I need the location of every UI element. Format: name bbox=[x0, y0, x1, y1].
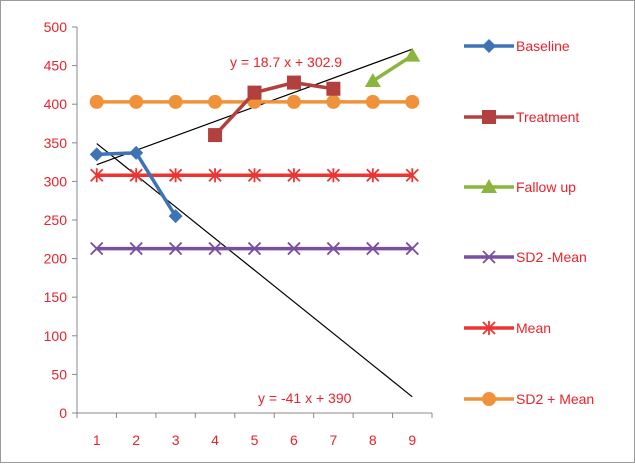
x-tick-label: 7 bbox=[329, 432, 337, 448]
trendline-label: y = 18.7 x + 302.9 bbox=[230, 54, 342, 70]
axes: 0 50 100 150 200 250 300 350 400 450 500 1 2 3 4 5 6 7 8 9 bbox=[44, 19, 433, 448]
series-line bbox=[213, 80, 334, 137]
x-tick-label: 6 bbox=[290, 432, 298, 448]
y-tick-label: 200 bbox=[44, 251, 68, 267]
y-tick-label: 500 bbox=[44, 19, 68, 35]
y-tick-label: 100 bbox=[44, 328, 68, 344]
legend-item: Fallow up bbox=[464, 179, 576, 195]
marker-circle bbox=[208, 94, 223, 109]
marker-star bbox=[287, 168, 301, 183]
series-fallow-up bbox=[364, 47, 421, 88]
marker-star bbox=[90, 168, 104, 183]
marker-circle bbox=[286, 94, 301, 109]
series-layer bbox=[89, 47, 421, 256]
marker-star bbox=[326, 168, 341, 183]
marker-star bbox=[482, 321, 496, 335]
legend-label: SD2 + Mean bbox=[516, 391, 594, 407]
series-mean bbox=[90, 168, 419, 183]
series-sd2-mean bbox=[90, 241, 419, 256]
marker-diamond bbox=[482, 39, 496, 53]
marker-star bbox=[405, 168, 419, 183]
legend-label: Fallow up bbox=[516, 179, 576, 195]
legend-label: Mean bbox=[516, 320, 551, 336]
marker-star bbox=[208, 168, 222, 183]
trendline-label: y = -41 x + 390 bbox=[258, 390, 352, 406]
marker-star bbox=[129, 168, 143, 183]
marker-circle bbox=[326, 94, 341, 109]
x-tick-label: 9 bbox=[408, 432, 416, 448]
marker-square bbox=[247, 85, 262, 100]
marker-square bbox=[326, 81, 341, 96]
marker-x bbox=[208, 241, 222, 256]
marker-star bbox=[366, 168, 380, 183]
series-sd2-mean bbox=[89, 94, 420, 109]
legend-item: Treatment bbox=[464, 109, 579, 125]
series-treatment bbox=[208, 75, 341, 143]
marker-x bbox=[482, 250, 496, 264]
marker-square bbox=[286, 75, 301, 90]
marker-square bbox=[208, 128, 223, 143]
series-baseline bbox=[89, 145, 183, 224]
y-tick-label: 0 bbox=[59, 405, 67, 421]
marker-x bbox=[129, 241, 143, 256]
legend-item: Mean bbox=[464, 320, 551, 336]
marker-x bbox=[247, 241, 262, 256]
x-tick-label: 3 bbox=[172, 432, 180, 448]
marker-x bbox=[326, 241, 341, 256]
marker-circle bbox=[405, 94, 420, 109]
trendline bbox=[96, 143, 413, 398]
y-tick-label: 300 bbox=[44, 173, 68, 189]
marker-star bbox=[247, 168, 262, 183]
x-tick-label: 2 bbox=[132, 432, 140, 448]
marker-triangle bbox=[481, 179, 497, 193]
marker-circle bbox=[168, 94, 183, 109]
legend-label: SD2 -Mean bbox=[516, 249, 587, 265]
y-tick-label: 350 bbox=[44, 135, 68, 151]
marker-triangle bbox=[404, 47, 421, 62]
x-tick-label: 1 bbox=[93, 432, 101, 448]
legend-label: Baseline bbox=[516, 38, 570, 54]
marker-circle bbox=[89, 94, 104, 109]
y-tick-label: 400 bbox=[44, 96, 68, 112]
x-tick-label: 8 bbox=[369, 432, 377, 448]
y-tick-label: 150 bbox=[44, 289, 68, 305]
marker-circle bbox=[365, 94, 380, 109]
y-tick-label: 450 bbox=[44, 58, 68, 74]
marker-x bbox=[287, 241, 301, 256]
y-tick-label: 250 bbox=[44, 212, 68, 228]
marker-diamond bbox=[129, 145, 144, 160]
marker-x bbox=[90, 241, 104, 256]
marker-x bbox=[366, 241, 380, 256]
marker-circle bbox=[482, 392, 496, 406]
marker-square bbox=[482, 110, 496, 124]
marker-star bbox=[168, 168, 183, 183]
legend-label: Treatment bbox=[516, 109, 579, 125]
legend-item: Baseline bbox=[464, 38, 570, 54]
marker-circle bbox=[129, 94, 144, 109]
y-tick-label: 50 bbox=[51, 366, 67, 382]
marker-x bbox=[405, 241, 419, 256]
marker-diamond bbox=[168, 209, 183, 224]
marker-triangle bbox=[364, 73, 381, 88]
x-tick-label: 5 bbox=[251, 432, 259, 448]
legend: Baseline Treatment Fallow up SD2 -Mean Mean S… bbox=[464, 38, 594, 407]
marker-diamond bbox=[89, 147, 104, 162]
x-tick-label: 4 bbox=[211, 432, 219, 448]
legend-item: SD2 + Mean bbox=[464, 391, 594, 407]
legend-item: SD2 -Mean bbox=[464, 249, 587, 265]
marker-x bbox=[168, 241, 183, 256]
